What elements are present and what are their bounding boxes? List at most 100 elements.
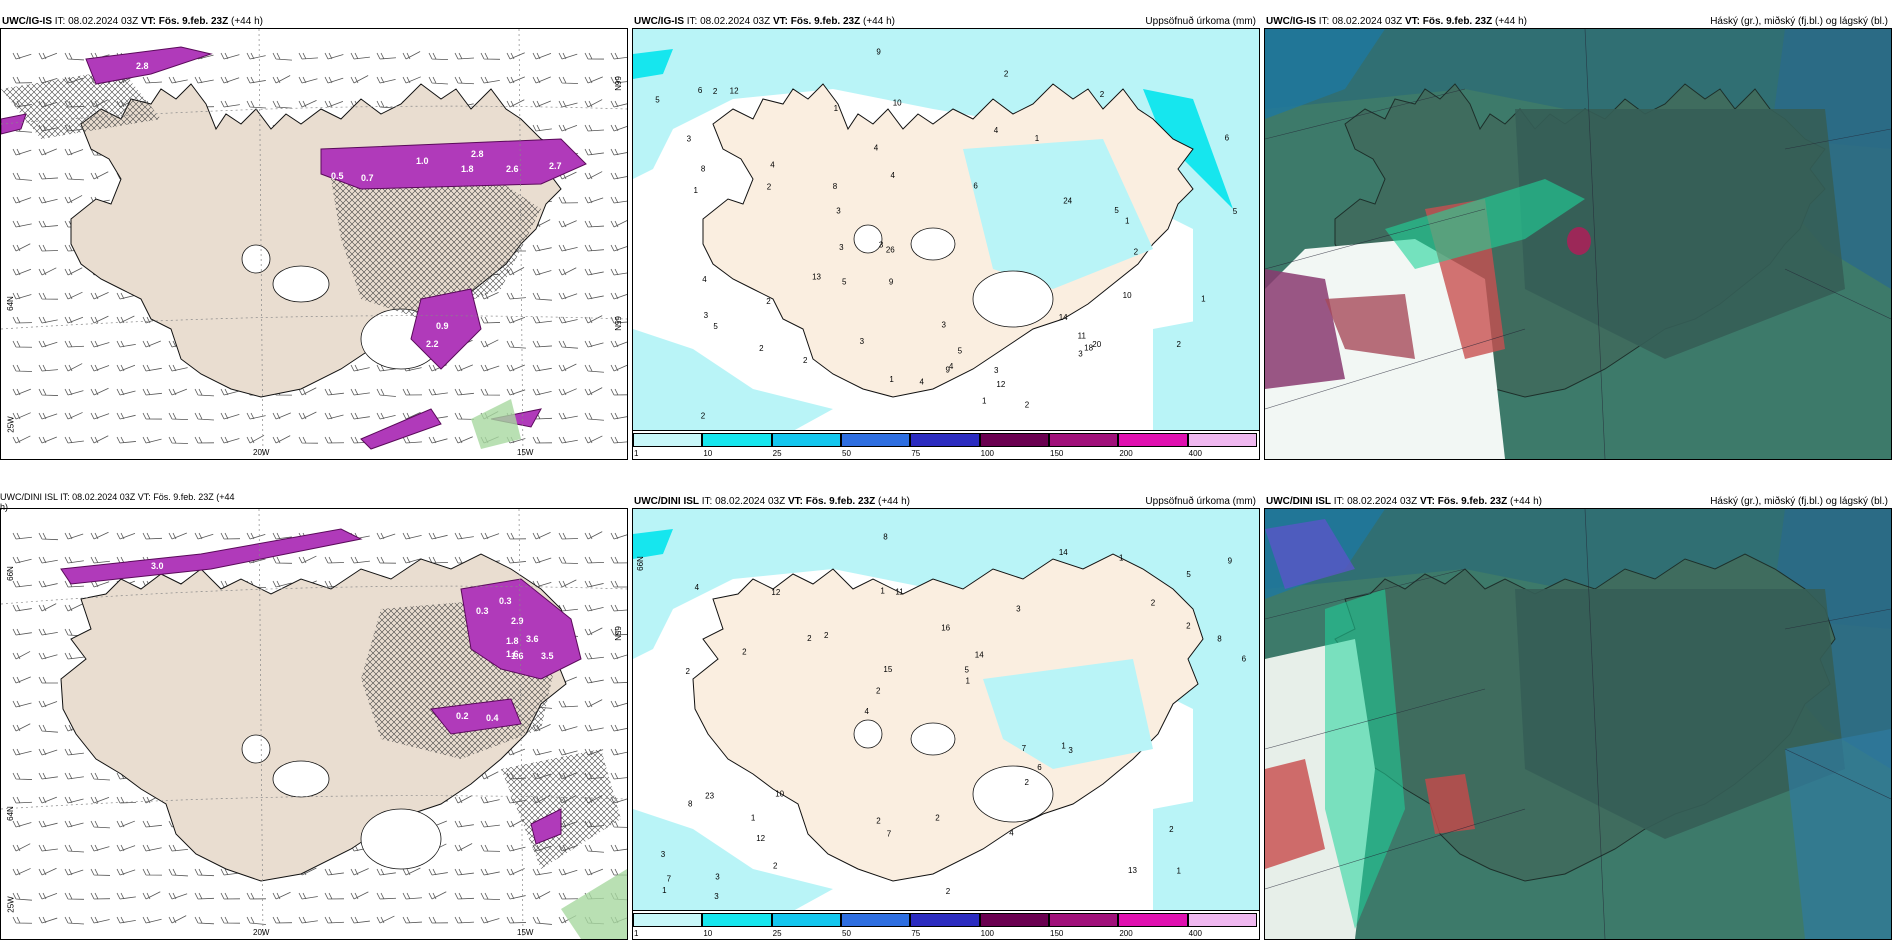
- map-frame[interactable]: 1 5 6 5 5 5 4 4 5 4 2 2 4 2 2 12 11 18 1 1 12 2 2 3 3 2 2 1 1 8 6 14 10 3…: [632, 28, 1260, 460]
- wind-barb: [168, 364, 188, 372]
- glacier: [910, 227, 956, 261]
- accum-value-label: 24: [1063, 197, 1072, 206]
- colorbar-label: 25: [772, 929, 782, 938]
- accum-value-label: 10: [775, 789, 784, 798]
- wind-barb: [558, 868, 578, 876]
- accum-value-label: 5: [1186, 570, 1191, 579]
- precip-band: [530, 808, 562, 845]
- precip-value-label: 0.2: [456, 711, 469, 721]
- wind-barb: [38, 628, 58, 636]
- wind-barb: [610, 76, 627, 84]
- wind-barb: [558, 220, 577, 228]
- accum-value-label: 3: [836, 206, 841, 215]
- wind-barb: [142, 891, 161, 900]
- accum-value-label: 1: [1119, 553, 1124, 562]
- wind-barb: [558, 292, 578, 300]
- wind-barb: [142, 916, 162, 924]
- map-frame[interactable]: 1 2 5 4 3 3 1 16 23 2 3 12 11 14 3 4 8 6 7 2 2 2 15 12 14 10 13 2 1 2…: [632, 508, 1260, 940]
- wind-barb: [376, 556, 397, 564]
- map-panel-ig-precip: UWC/IG-IS IT: 08.02.2024 03Z VT: Fös. 9.…: [0, 12, 628, 462]
- colorbar-swatch: [1187, 433, 1257, 447]
- wind-barb: [376, 100, 396, 109]
- wind-barb: [376, 412, 396, 420]
- wind-barb: [558, 412, 578, 420]
- wind-barb: [376, 76, 396, 84]
- accum-value-label: 6: [973, 181, 978, 190]
- accum-value-label: 10: [1123, 291, 1132, 300]
- accum-value-label: 6: [1037, 763, 1042, 772]
- colorbar-label: 200: [1119, 929, 1133, 938]
- wind-barb: [350, 891, 369, 900]
- map-panel-ig-accum: UWC/IG-IS IT: 08.02.2024 03Z VT: Fös. 9.…: [632, 12, 1260, 462]
- panel-field-title: Uppsöfnuð úrkoma (mm): [1145, 496, 1256, 507]
- wind-barb: [12, 700, 32, 708]
- wind-barb: [324, 76, 344, 84]
- glacier: [241, 734, 271, 764]
- accum-value-label: 3: [860, 337, 865, 346]
- accum-value-label: 1: [662, 886, 667, 895]
- wind-barb: [376, 915, 395, 924]
- accum-value-label: 6: [698, 86, 703, 95]
- accum-value-label: 8: [701, 164, 706, 173]
- cloud-cell: [1567, 227, 1591, 255]
- wind-barb: [142, 436, 162, 444]
- wind-barb: [454, 892, 475, 900]
- wind-barb: [506, 844, 526, 852]
- wind-barb: [12, 843, 31, 852]
- wind-barb: [584, 531, 603, 540]
- accum-value-label: 1: [1201, 294, 1206, 303]
- wind-barb: [64, 652, 84, 660]
- map-frame[interactable]: 0.3 1.6 2.9 1.8 3.6 1.6 3.5 0.2 0.4 3.0 0.3 20W 15…: [0, 508, 628, 940]
- wind-barb: [610, 268, 627, 276]
- accum-value-label: 2: [935, 814, 940, 823]
- wind-barb: [480, 316, 501, 324]
- wind-barb: [64, 195, 83, 204]
- wind-barb: [350, 868, 369, 876]
- wind-barb: [272, 916, 293, 924]
- wind-barb: [38, 412, 58, 420]
- wind-barb: [64, 412, 83, 420]
- map-frame[interactable]: [1264, 28, 1892, 460]
- precip-value-label: 2.8: [136, 61, 149, 71]
- wind-barb: [64, 748, 84, 756]
- accum-value-label: 8: [1217, 635, 1222, 644]
- lat-tick: 64N: [5, 296, 15, 311]
- accum-value-label: 1: [965, 676, 970, 685]
- wind-barb: [532, 292, 552, 301]
- wind-barb: [116, 315, 135, 324]
- wind-barb: [64, 892, 85, 900]
- map-frame[interactable]: [1264, 508, 1892, 940]
- wind-barb: [168, 412, 189, 421]
- wind-barb: [12, 412, 31, 420]
- wind-barb: [38, 364, 58, 372]
- wind-barb: [90, 916, 110, 924]
- wind-barb: [610, 844, 627, 852]
- wind-barb: [12, 556, 32, 564]
- wind-barb: [506, 819, 525, 828]
- wind-barb: [324, 436, 345, 444]
- wind-barb: [610, 364, 627, 372]
- meridian-15w: [518, 509, 524, 939]
- wind-barb: [38, 556, 58, 564]
- wind-barb: [142, 532, 163, 540]
- wind-barb: [38, 244, 59, 252]
- map-frame[interactable]: 2.8 1.0 1.8 2.6 2.8 2.7 0.5 0.7 0.9 2.2 20W 15W 2…: [0, 28, 628, 460]
- meridian-15w: [518, 29, 524, 459]
- accum-value-label: 2: [876, 817, 881, 826]
- precip-value-label: 0.3: [499, 596, 512, 606]
- colorbar-swatch: [702, 913, 772, 927]
- wind-barb: [480, 844, 501, 852]
- grid-line: [1265, 808, 1526, 890]
- accum-value-label: 2: [766, 297, 771, 306]
- wind-barb: [402, 916, 422, 924]
- panel-title: UWC/IG-IS IT: 08.02.2024 03Z VT: Fös. 9.…: [2, 16, 263, 27]
- wind-barb: [12, 435, 31, 444]
- wind-barb: [64, 291, 83, 300]
- wind-barb: [610, 700, 627, 708]
- wind-barb: [12, 820, 32, 828]
- wind-barb: [90, 844, 110, 852]
- wind-barb: [584, 99, 603, 108]
- wind-barb: [246, 916, 266, 925]
- colorbar-swatch: [1049, 913, 1119, 927]
- lat-tick: 66N: [635, 556, 645, 571]
